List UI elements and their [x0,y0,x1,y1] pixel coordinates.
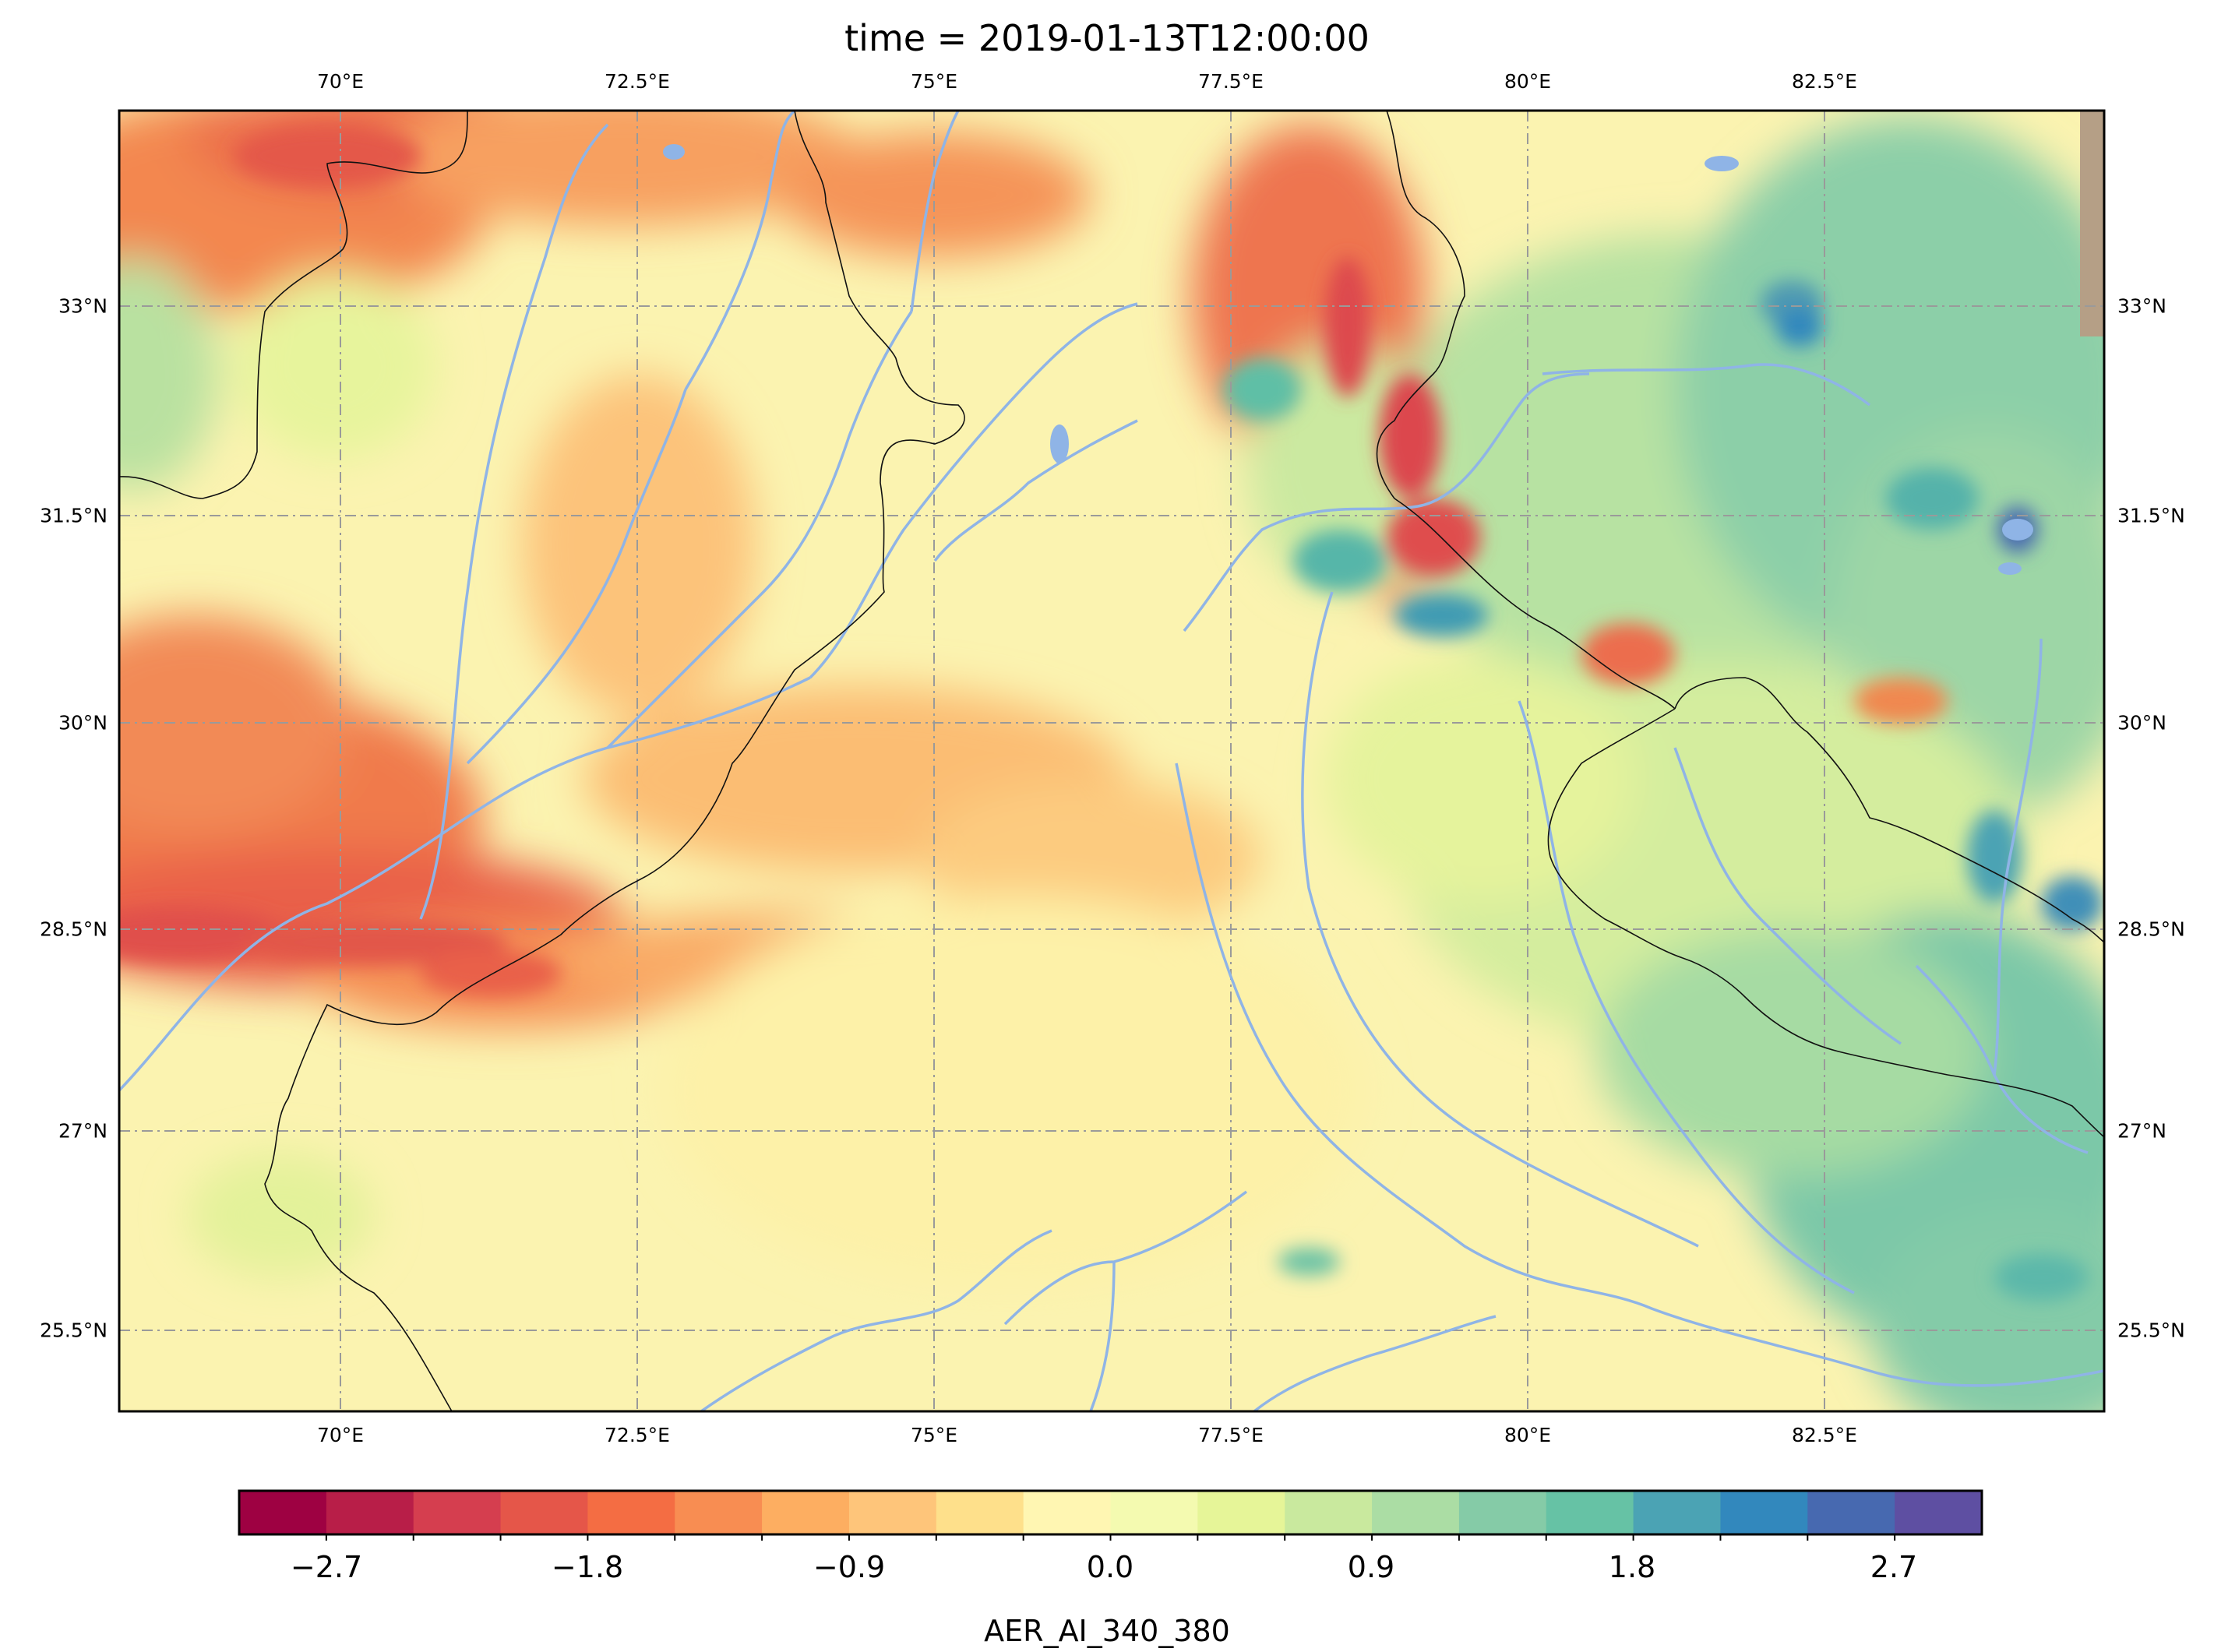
colorbar-segment [1458,1491,1547,1534]
colorbar-label: AER_AI_340_380 [984,1614,1230,1648]
lat-tick-left: 28.5°N [40,918,108,941]
lon-tick-top: 80°E [1504,70,1552,93]
colorbar-segment [1807,1491,1895,1534]
lat-tick-right: 30°N [2117,711,2167,734]
lat-tick-right: 33°N [2117,294,2167,318]
colorbar-segment [762,1491,850,1534]
lon-tick-top: 75°E [910,70,958,93]
colorbar-segment [1197,1491,1285,1534]
lon-tick-top: 70°E [316,70,365,93]
rivers [119,111,2104,1411]
lat-tick-right: 28.5°N [2117,918,2185,941]
lon-tick-top: 77.5°E [1198,70,1264,93]
colorbar-tick-label: 0.9 [1347,1550,1395,1584]
colorbar-segment [1720,1491,1808,1534]
lon-tick-bottom: 72.5°E [605,1424,670,1446]
colorbar-tick-label: −2.7 [290,1550,363,1584]
lat-tick-left: 30°N [58,711,108,734]
lat-tick-left: 25.5°N [40,1319,108,1342]
colorbar-segment [326,1491,414,1534]
lat-tick-right: 27°N [2117,1119,2167,1143]
colorbar-segment [1110,1491,1198,1534]
colorbar-segment [1023,1491,1112,1534]
colorbar-segment [1633,1491,1722,1534]
lat-tick-left: 33°N [58,294,108,318]
lakes [663,144,2033,575]
colorbar-segment [1895,1491,1983,1534]
colorbar-tick-label: 0.0 [1086,1550,1134,1584]
lon-tick-bottom: 70°E [316,1424,365,1446]
lon-tick-top: 72.5°E [605,70,670,93]
colorbar-segment [239,1491,327,1534]
country-borders [119,111,2104,1411]
lat-tick-right: 25.5°N [2117,1319,2185,1342]
lon-tick-bottom: 82.5°E [1792,1424,1857,1446]
colorbar-segment [675,1491,763,1534]
lon-tick-bottom: 77.5°E [1198,1424,1264,1446]
colorbar-segment [936,1491,1024,1534]
colorbar-segment [848,1491,937,1534]
colorbar-segment [1372,1491,1460,1534]
lon-tick-bottom: 75°E [910,1424,958,1446]
colorbar-tick-label: 1.8 [1608,1550,1656,1584]
colorbar-segment [1285,1491,1373,1534]
colorbar-tick-label: 2.7 [1870,1550,1918,1584]
aerosol-index-field [119,111,2104,1411]
map-title: time = 2019-01-13T12:00:00 [844,17,1370,59]
lat-tick-right: 31.5°N [2117,504,2185,527]
map-frame [118,109,2106,1413]
colorbar-segment [587,1491,675,1534]
graticule [119,111,2104,1411]
lon-tick-bottom: 80°E [1504,1424,1552,1446]
colorbar-tick-label: −1.8 [551,1550,624,1584]
lat-tick-left: 31.5°N [40,504,108,527]
colorbar-frame [238,1489,1983,1536]
colorbar-segment [500,1491,588,1534]
lon-tick-top: 82.5°E [1792,70,1857,93]
colorbar [238,1489,1983,1541]
colorbar-segment [413,1491,502,1534]
lat-tick-left: 27°N [58,1119,108,1143]
colorbar-segment [1546,1491,1634,1534]
colorbar-tick-label: −0.9 [813,1550,886,1584]
